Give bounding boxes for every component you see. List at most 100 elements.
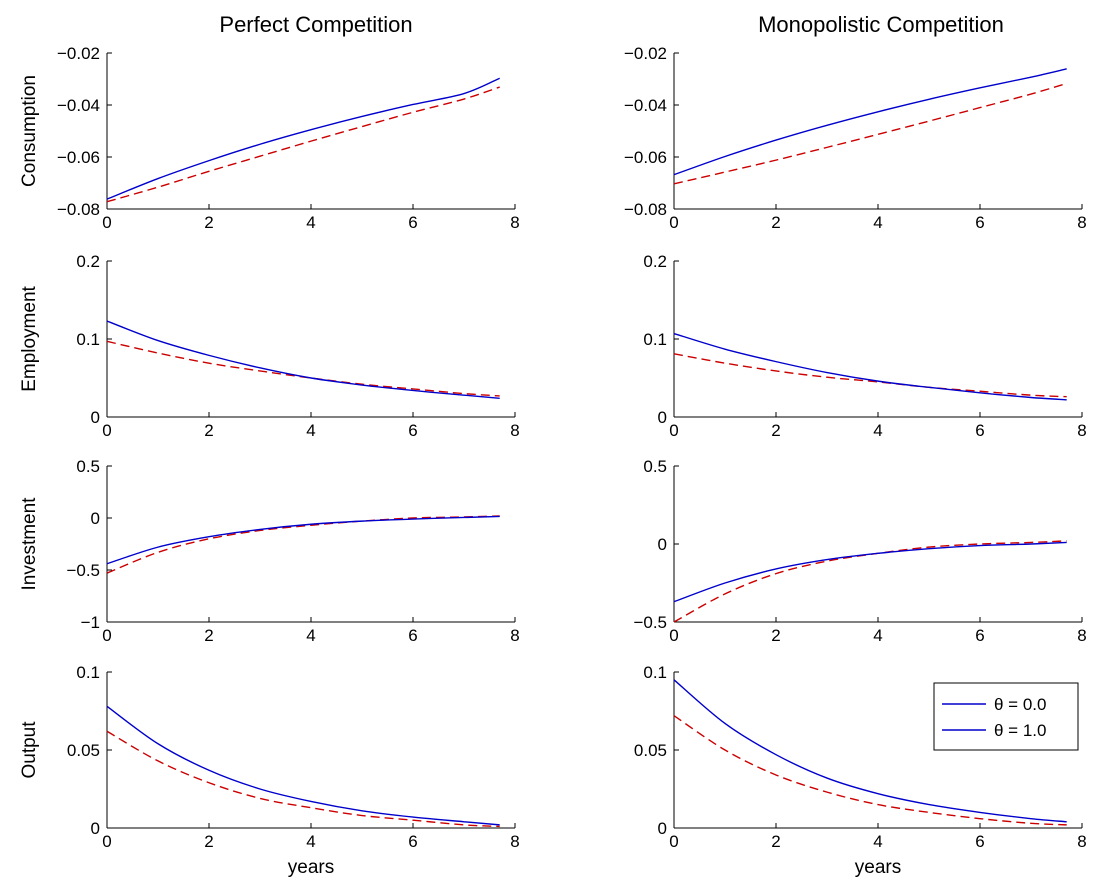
x-tick-label: 6: [975, 421, 984, 440]
x-tick-label: 6: [408, 626, 417, 645]
x-tick-label: 0: [102, 832, 111, 851]
y-tick-label: −0.08: [624, 200, 667, 219]
y-tick-label: 0: [658, 408, 667, 427]
x-tick-label: 2: [204, 832, 213, 851]
y-tick-label: −0.06: [624, 148, 667, 167]
x-tick-label: 8: [1077, 421, 1086, 440]
series-line-solid: [673, 68, 1067, 176]
series-line-dashed: [673, 715, 1067, 826]
x-tick-label: 0: [669, 626, 678, 645]
y-tick-label: 0.1: [76, 663, 100, 682]
y-tick-label: −1: [81, 613, 100, 632]
panel-0: 0 2 4 6 8 −0.08 −0.06 −0.04 −0.02 Consumption: [19, 44, 520, 232]
series-line-solid: [106, 77, 500, 200]
y-axis-label: Consumption: [19, 75, 40, 187]
y-tick-label: −0.04: [57, 96, 100, 115]
panel-2: 0 2 4 6 8 0 0.1 0.2 Employment: [19, 252, 520, 440]
x-tick-label: 0: [102, 626, 111, 645]
x-tick-label: 0: [102, 421, 111, 440]
series-line-solid: [106, 705, 500, 826]
y-tick-label: −0.5: [633, 613, 667, 632]
panel-7: 0 2 4 6 8 0 0.05 0.1 years θ = 0.0 θ = 1.0: [634, 663, 1087, 878]
series-line-dashed: [106, 340, 500, 397]
x-tick-label: 8: [510, 832, 519, 851]
x-tick-label: 0: [669, 213, 678, 232]
x-tick-label: 4: [306, 626, 315, 645]
panels: 0 2 4 6 8 −0.08 −0.06 −0.04 −0.02 Consumption 0 2 4 6…: [19, 44, 1087, 878]
x-tick-label: 6: [408, 213, 417, 232]
y-tick-label: 0.1: [643, 330, 667, 349]
y-tick-label: 0: [91, 408, 100, 427]
x-tick-label: 6: [408, 832, 417, 851]
x-tick-label: 8: [510, 421, 519, 440]
x-tick-label: 4: [873, 832, 882, 851]
y-tick-label: −0.04: [624, 96, 667, 115]
panel-1: 0 2 4 6 8 −0.08 −0.06 −0.04 −0.02: [624, 44, 1087, 232]
y-axis-label: Employment: [19, 285, 40, 391]
x-tick-label: 6: [975, 626, 984, 645]
y-tick-label: 0.1: [643, 663, 667, 682]
x-tick-label: 6: [975, 832, 984, 851]
x-tick-label: 0: [669, 832, 678, 851]
series-line-dashed: [673, 540, 1067, 623]
y-tick-label: 0.2: [643, 252, 667, 271]
y-tick-label: 0: [91, 509, 100, 528]
x-tick-label: 0: [102, 213, 111, 232]
x-tick-label: 2: [771, 626, 780, 645]
y-axis-label: Output: [19, 721, 40, 779]
legend-box: [933, 682, 1079, 751]
x-axis-label: years: [288, 857, 334, 878]
y-tick-label: 0.5: [643, 457, 667, 476]
x-tick-label: 6: [975, 213, 984, 232]
y-tick-label: 0: [91, 819, 100, 838]
x-tick-label: 8: [1077, 213, 1086, 232]
y-tick-label: 0: [658, 819, 667, 838]
column-title-monopolistic: Monopolistic Competition: [758, 12, 1004, 37]
series-line-dashed: [106, 86, 500, 203]
x-tick-label: 4: [306, 421, 315, 440]
y-tick-label: 0: [658, 535, 667, 554]
x-tick-label: 8: [510, 213, 519, 232]
y-tick-label: 0.2: [76, 252, 100, 271]
x-tick-label: 4: [873, 626, 882, 645]
legend-entry: θ = 1.0: [994, 721, 1046, 740]
series-line-solid: [106, 320, 500, 399]
y-tick-label: −0.02: [57, 44, 100, 63]
y-tick-label: −0.06: [57, 148, 100, 167]
panel-3: 0 2 4 6 8 0 0.1 0.2: [643, 252, 1086, 440]
x-tick-label: 2: [771, 832, 780, 851]
x-tick-label: 4: [306, 213, 315, 232]
panel-5: 0 2 4 6 8−0.500.5: [633, 457, 1086, 645]
x-tick-label: 8: [1077, 832, 1086, 851]
legend-entry: θ = 0.0: [994, 695, 1046, 714]
y-tick-label: −0.5: [66, 561, 100, 580]
x-tick-label: 4: [306, 832, 315, 851]
y-tick-label: −0.02: [624, 44, 667, 63]
panel-4: 0 2 4 6 8 −1 −0.5 0 0.5 Investment: [19, 457, 520, 645]
x-tick-label: 4: [873, 213, 882, 232]
x-tick-label: 8: [510, 626, 519, 645]
x-tick-label: 2: [771, 213, 780, 232]
x-tick-label: 8: [1077, 626, 1086, 645]
x-tick-label: 0: [669, 421, 678, 440]
x-tick-label: 2: [204, 421, 213, 440]
series-line-solid: [673, 541, 1067, 603]
series-line-solid: [106, 515, 500, 565]
series-line-dashed: [106, 730, 500, 828]
x-tick-label: 4: [873, 421, 882, 440]
series-line-dashed: [673, 82, 1067, 185]
x-tick-label: 2: [771, 421, 780, 440]
series-line-solid: [673, 332, 1067, 401]
y-axis-label: Investment: [19, 497, 40, 591]
x-axis-label: years: [855, 857, 901, 878]
column-title-perfect: Perfect Competition: [219, 12, 412, 37]
legend: θ = 0.0 θ = 1.0: [933, 682, 1079, 751]
y-tick-label: 0.05: [634, 741, 667, 760]
x-tick-label: 6: [408, 421, 417, 440]
series-line-dashed: [673, 353, 1067, 398]
y-tick-label: 0.05: [67, 741, 100, 760]
panel-6: 0 2 4 6 8 0 0.05 0.1 Output years: [19, 663, 520, 878]
x-tick-label: 2: [204, 626, 213, 645]
y-tick-label: −0.08: [57, 200, 100, 219]
